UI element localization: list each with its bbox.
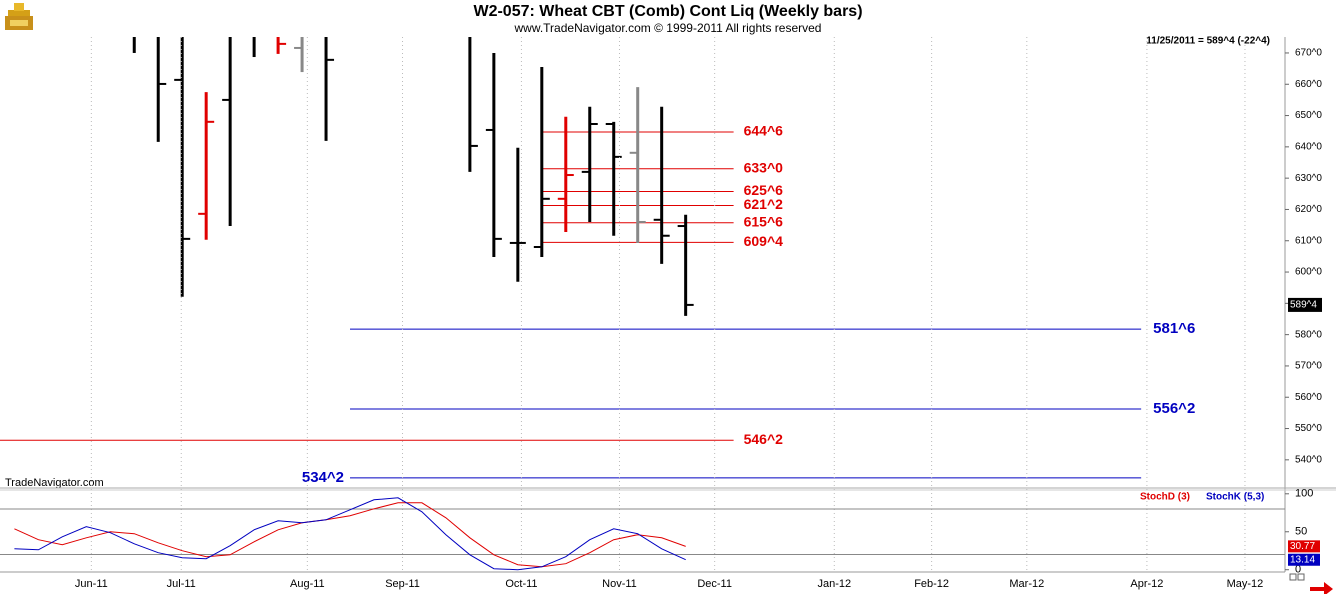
value-box bbox=[1288, 540, 1320, 553]
level-label: 625^6 bbox=[744, 182, 784, 198]
y-tick-label: 0 bbox=[1295, 564, 1301, 576]
x-tick-label: Dec-11 bbox=[697, 578, 732, 590]
logo bbox=[5, 3, 33, 30]
y-tick-label: 660^0 bbox=[1295, 79, 1322, 90]
stoch-line bbox=[14, 502, 686, 568]
watermark: TradeNavigator.com bbox=[5, 477, 104, 489]
x-tick-label: Jul-11 bbox=[167, 578, 196, 590]
level-label: 546^2 bbox=[744, 431, 784, 447]
level-label: 615^6 bbox=[744, 213, 784, 229]
value-box-label: 30.77 bbox=[1290, 541, 1315, 552]
x-tick-label: Jun-11 bbox=[75, 578, 108, 590]
y-tick-label: 540^0 bbox=[1295, 454, 1322, 465]
x-tick-label: Jan-12 bbox=[817, 578, 851, 590]
stoch-line bbox=[14, 497, 686, 571]
x-tick-label: Oct-11 bbox=[505, 578, 537, 590]
x-tick-label: Aug-11 bbox=[290, 578, 325, 590]
value-box bbox=[1288, 553, 1320, 566]
level-label: 621^2 bbox=[744, 196, 784, 212]
y-tick-label: 580^0 bbox=[1295, 329, 1322, 340]
x-tick-label: Apr-12 bbox=[1130, 578, 1163, 590]
y-tick-label: 610^0 bbox=[1295, 235, 1322, 246]
level-label: 581^6 bbox=[1153, 320, 1195, 337]
level-label: 556^2 bbox=[1153, 400, 1195, 417]
x-tick-label: Mar-12 bbox=[1009, 578, 1044, 590]
y-tick-label: 650^0 bbox=[1295, 110, 1322, 121]
y-tick-label: 100 bbox=[1295, 488, 1313, 500]
y-tick-label: 50 bbox=[1295, 526, 1307, 538]
x-tick-label: May-12 bbox=[1227, 578, 1264, 590]
y-tick-label: 670^0 bbox=[1295, 48, 1322, 59]
y-tick-label: 560^0 bbox=[1295, 392, 1322, 403]
y-tick-label: 630^0 bbox=[1295, 173, 1322, 184]
x-tick-label: Feb-12 bbox=[914, 578, 949, 590]
x-tick-label: Sep-11 bbox=[385, 578, 420, 590]
legend-entry: StochK (5,3) bbox=[1206, 492, 1264, 503]
y-tick-label: 600^0 bbox=[1295, 267, 1322, 278]
level-label: 633^0 bbox=[744, 159, 784, 175]
legend-entry: StochD (3) bbox=[1140, 492, 1190, 503]
last-price-label: 589^4 bbox=[1290, 300, 1317, 311]
value-box-label: 13.14 bbox=[1290, 554, 1315, 565]
level-label: 644^6 bbox=[744, 123, 784, 139]
y-tick-label: 570^0 bbox=[1295, 361, 1322, 372]
scroll-arrow[interactable] bbox=[1310, 582, 1333, 594]
chart-title: W2-057: Wheat CBT (Comb) Cont Liq (Weekl… bbox=[473, 3, 862, 20]
level-label: 534^2 bbox=[302, 469, 344, 486]
y-tick-label: 620^0 bbox=[1295, 204, 1322, 215]
level-label: 609^4 bbox=[744, 233, 784, 249]
last-price-box bbox=[1288, 297, 1322, 312]
chart-subtitle: www.TradeNavigator.com © 1999-2011 All r… bbox=[514, 21, 822, 35]
price-note: 11/25/2011 = 589^4 (-22^4) bbox=[1146, 36, 1270, 47]
x-tick-label: Nov-11 bbox=[602, 578, 637, 590]
y-tick-label: 640^0 bbox=[1295, 141, 1322, 152]
y-tick-label: 550^0 bbox=[1295, 423, 1322, 434]
scroll-boxes bbox=[1289, 573, 1305, 581]
